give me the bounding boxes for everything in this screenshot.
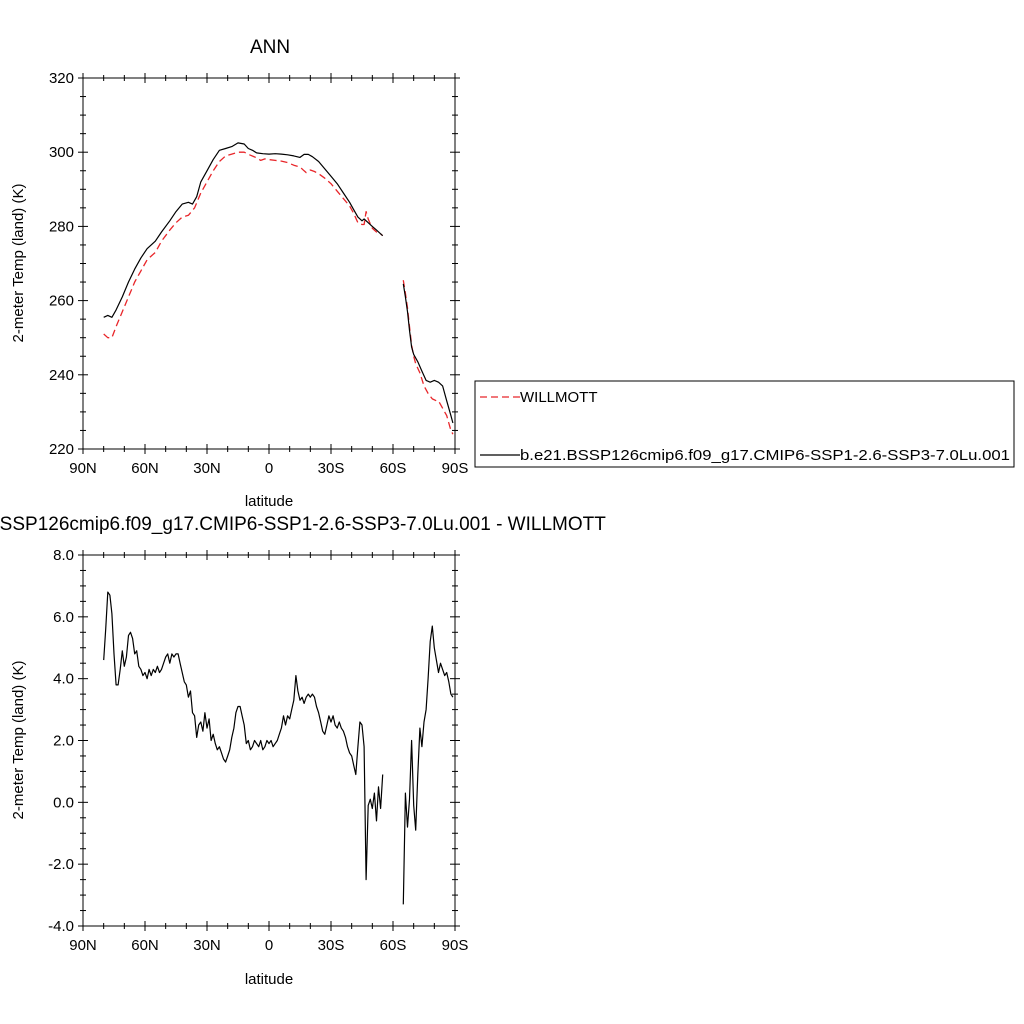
- top-y-tick-label: 260: [49, 293, 74, 310]
- bottom-x-ticks: 90N 60N 30N 0 30S 60S 90S: [69, 550, 468, 954]
- bottom-y-axis-label: 2-meter Temp (land) (K): [10, 661, 27, 820]
- top-series-0-segment-0: [103, 151, 384, 339]
- bottom-x-tick-label: 30S: [318, 937, 345, 954]
- legend: WILLMOTT b.e21.BSSP126cmip6.f09_g17.CMIP…: [474, 380, 1015, 468]
- top-plot-frame: [82, 77, 456, 450]
- top-x-tick-label: 60S: [380, 460, 407, 477]
- bottom-y-ticks: -4.0 -2.0 0.0 2.0 4.0 6.0 8.0: [48, 547, 460, 935]
- top-x-tick-label: 90N: [69, 460, 97, 477]
- top-x-tick-label: 30S: [318, 460, 345, 477]
- legend-label-model: b.e21.BSSP126cmip6.f09_g17.CMIP6-SSP1-2.…: [520, 447, 1010, 464]
- bottom-y-tick-label: 4.0: [53, 671, 74, 688]
- top-series-1-segment-1: [402, 283, 454, 424]
- bottom-x-tick-label: 30N: [193, 937, 221, 954]
- bottom-panel: b.e21.BSSP126cmip6.f09_g17.CMIP6-SSP1-2.…: [0, 514, 606, 988]
- top-y-ticks: 220 240 260 280 300 320: [49, 70, 460, 458]
- bottom-series-lines: [103, 591, 454, 905]
- bottom-x-tick-label: 60S: [380, 937, 407, 954]
- top-x-tick-label: 60N: [131, 460, 159, 477]
- bottom-plot-frame: [82, 554, 456, 927]
- bottom-y-tick-label: 6.0: [53, 609, 74, 626]
- bottom-x-tick-label: 0: [265, 937, 273, 954]
- top-y-tick-label: 300: [49, 144, 74, 161]
- top-y-tick-label: 280: [49, 218, 74, 235]
- bottom-y-tick-label: 8.0: [53, 547, 74, 564]
- bottom-y-tick-label: 2.0: [53, 733, 74, 750]
- top-series-0-segment-1: [402, 280, 454, 435]
- top-chart-title: ANN: [250, 37, 290, 58]
- top-y-tick-label: 320: [49, 70, 74, 87]
- top-y-axis-label: 2-meter Temp (land) (K): [10, 184, 27, 343]
- bottom-chart-title: b.e21.BSSP126cmip6.f09_g17.CMIP6-SSP1-2.…: [0, 514, 606, 535]
- bottom-y-tick-label: 0.0: [53, 794, 74, 811]
- bottom-series-0-segment-0: [103, 591, 384, 881]
- top-x-axis-label: latitude: [245, 493, 293, 510]
- bottom-x-tick-label: 90N: [69, 937, 97, 954]
- top-y-tick-label: 240: [49, 367, 74, 384]
- top-x-tick-label: 30N: [193, 460, 221, 477]
- top-y-tick-label: 220: [49, 441, 74, 458]
- bottom-y-tick-label: -4.0: [48, 918, 74, 935]
- top-x-tick-label: 90S: [442, 460, 469, 477]
- top-x-ticks: 90N 60N 30N 0 30S 60S 90S: [69, 73, 468, 477]
- bottom-x-tick-label: 60N: [131, 937, 159, 954]
- top-series-lines: [103, 142, 454, 435]
- top-x-tick-label: 0: [265, 460, 273, 477]
- legend-label-willmott: WILLMOTT: [520, 389, 598, 406]
- bottom-y-tick-label: -2.0: [48, 856, 74, 873]
- bottom-series-0-segment-1: [402, 625, 454, 905]
- bottom-x-tick-label: 90S: [442, 937, 469, 954]
- legend-box: [474, 380, 1015, 468]
- top-series-1-segment-0: [103, 142, 384, 318]
- bottom-x-axis-label: latitude: [245, 971, 293, 988]
